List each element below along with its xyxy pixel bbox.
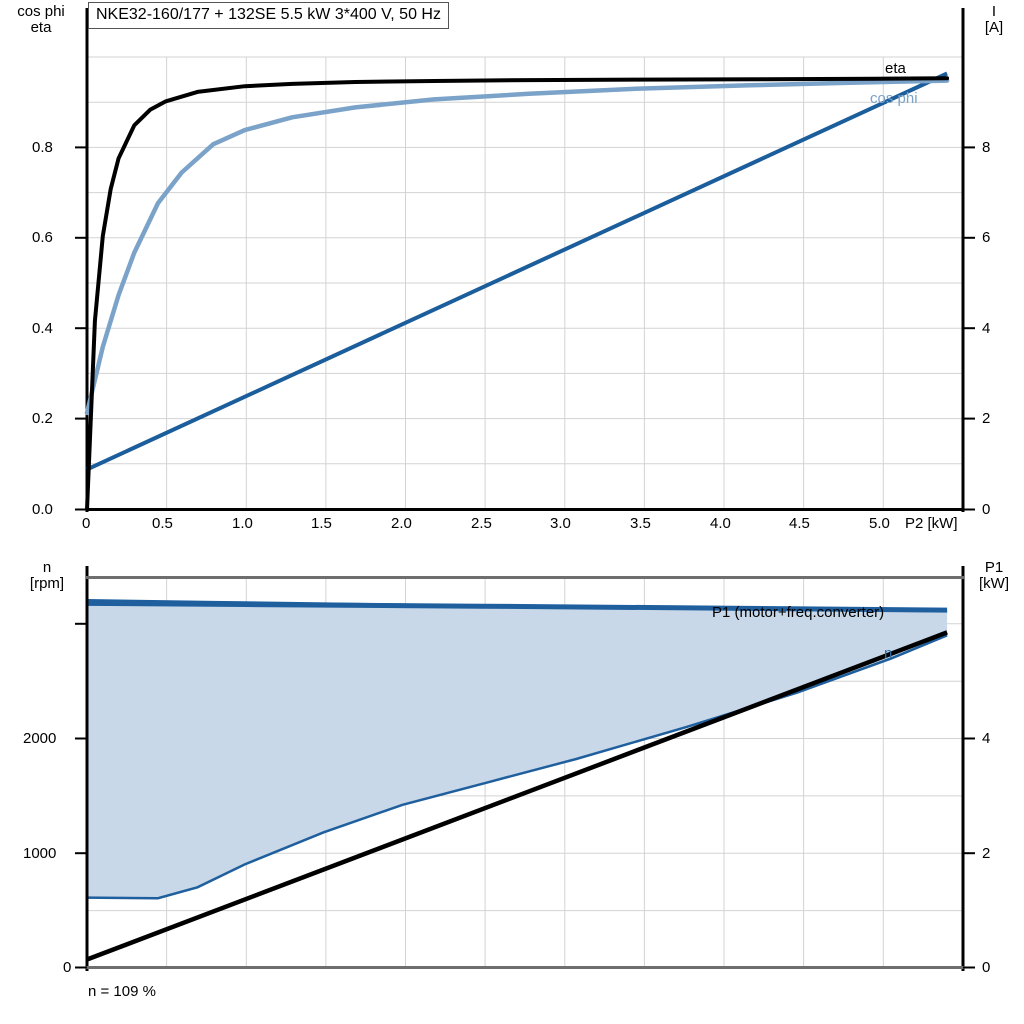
top-axes xyxy=(75,8,975,512)
top-x-tick-1: 0.5 xyxy=(152,515,173,532)
bottom-right-axis-title: P1 [kW] xyxy=(979,559,1009,592)
footer-note: n = 109 % xyxy=(88,983,156,1000)
top-x-tick-9: 4.5 xyxy=(789,515,810,532)
top-grid xyxy=(87,56,963,509)
top-left-tick-1: 0.2 xyxy=(32,410,53,427)
series-eta-fixed xyxy=(85,76,950,512)
series-label-cos-phi: cos phi xyxy=(870,90,918,107)
bottom-left-axis-title: n [rpm] xyxy=(29,559,65,592)
top-chart-svg xyxy=(75,8,975,512)
top-left-tick-3: 0.6 xyxy=(32,229,53,246)
top-x-tick-6: 3.0 xyxy=(550,515,571,532)
series-n-lower xyxy=(86,634,948,900)
top-x-tick-5: 2.5 xyxy=(471,515,492,532)
top-x-axis-title: P2 [kW] xyxy=(905,515,958,532)
bottom-left-tick-0: 0 xyxy=(63,959,72,976)
top-right-tick-0: 0 xyxy=(982,501,991,518)
series-label-n: n xyxy=(884,645,893,662)
top-right-tick-3: 6 xyxy=(982,229,991,246)
top-right-tick-4: 8 xyxy=(982,139,991,156)
top-x-tick-4: 2.0 xyxy=(391,515,412,532)
top-x-tick-7: 3.5 xyxy=(630,515,651,532)
top-left-tick-0: 0.0 xyxy=(32,501,53,518)
bottom-axes xyxy=(75,566,975,971)
speed-band-area xyxy=(87,600,948,899)
bottom-right-tick-1: 2 xyxy=(982,845,991,862)
series-p1-line xyxy=(86,630,948,962)
series-label-p1: P1 (motor+freq.converter) xyxy=(712,604,885,621)
series-cos-phi xyxy=(84,78,950,416)
top-right-tick-2: 4 xyxy=(982,320,991,337)
top-right-tick-1: 2 xyxy=(982,410,991,427)
top-left-tick-4: 0.8 xyxy=(32,139,53,156)
top-x-tick-10: 5.0 xyxy=(869,515,890,532)
bottom-right-tick-2: 4 xyxy=(982,730,991,747)
top-right-axis-title: I [A] xyxy=(984,3,1004,36)
top-left-axis-title: cos phi eta xyxy=(17,3,65,36)
bottom-right-tick-0: 0 xyxy=(982,959,991,976)
series-label-eta: eta xyxy=(885,60,906,77)
top-x-tick-8: 4.0 xyxy=(710,515,731,532)
top-x-tick-3: 1.5 xyxy=(311,515,332,532)
bottom-left-tick-2: 2000 xyxy=(23,730,57,747)
top-x-tick-2: 1.0 xyxy=(232,515,253,532)
bottom-left-tick-1: 1000 xyxy=(23,845,57,862)
top-x-tick-0: 0 xyxy=(82,515,91,532)
series-n-reference xyxy=(86,600,948,613)
top-left-tick-2: 0.4 xyxy=(32,320,53,337)
series-current-line xyxy=(86,71,948,472)
chart-title: NKE32-160/177 + 132SE 5.5 kW 3*400 V, 50… xyxy=(88,2,449,29)
